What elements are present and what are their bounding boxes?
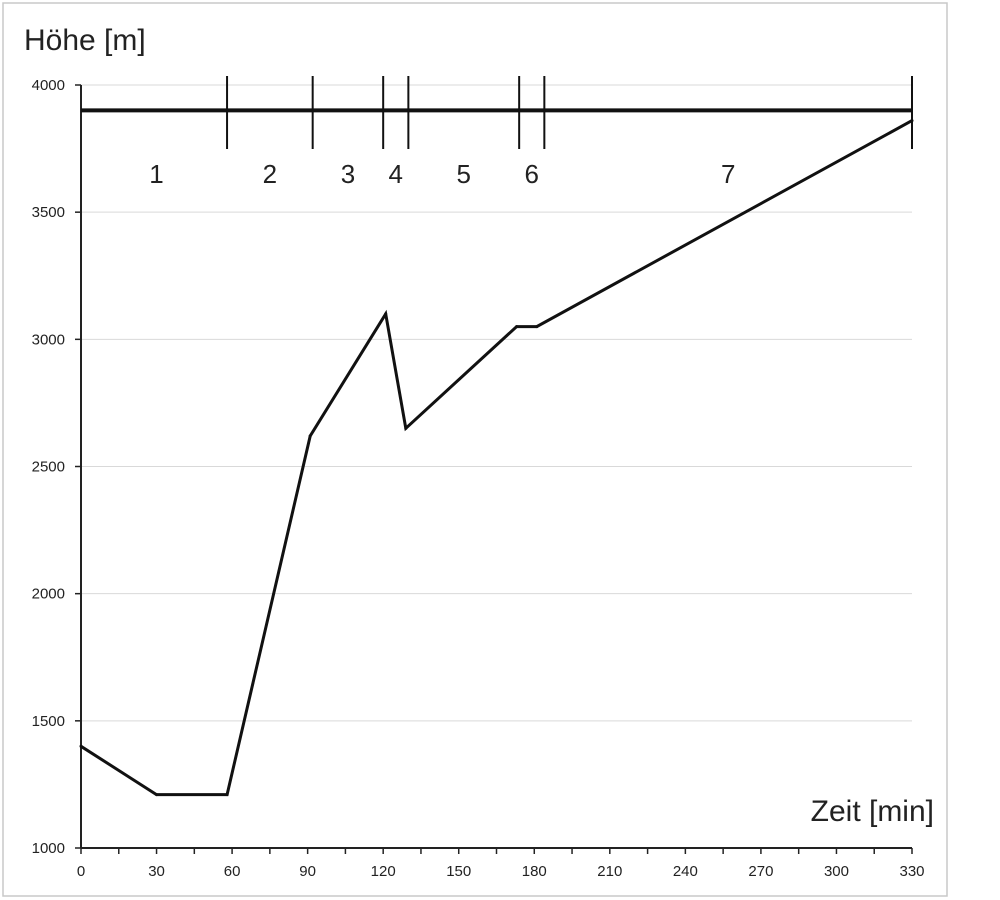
x-tick-label: 150 — [446, 863, 471, 880]
data-point — [384, 312, 388, 316]
x-tick-label: 180 — [522, 863, 547, 880]
y-tick-labels: 1000 1500 2000 2500 3000 3500 4000 — [32, 77, 65, 857]
x-tick-label: 30 — [148, 863, 165, 880]
segment-label-6: 6 — [525, 159, 539, 189]
data-point — [308, 434, 312, 438]
x-tick-label: 300 — [824, 863, 849, 880]
segment-label-5: 5 — [457, 159, 471, 189]
y-tick-label: 2000 — [32, 586, 65, 603]
reference-line-group — [81, 76, 913, 149]
x-axis-title: Zeit [min] — [811, 795, 934, 828]
x-tick-label: 210 — [597, 863, 622, 880]
chart-border — [2, 2, 948, 897]
data-point — [155, 793, 159, 797]
x-tick-label: 90 — [299, 863, 316, 880]
x-tick-label: 240 — [673, 863, 698, 880]
data-point — [910, 119, 914, 123]
data-point — [535, 325, 539, 329]
x-tick-labels: 0 30 60 90 120 150 180 210 240 270 300 330 — [77, 863, 925, 880]
y-tick-label: 4000 — [32, 77, 65, 94]
data-point — [404, 426, 408, 430]
x-tick-label: 60 — [224, 863, 241, 880]
y-tick-label: 1500 — [32, 713, 65, 730]
series-group — [79, 119, 914, 797]
segment-label-1: 1 — [149, 159, 163, 189]
y-axis-title: Höhe [m] — [24, 24, 146, 57]
segment-label-2: 2 — [263, 159, 277, 189]
grid-lines — [81, 84, 912, 722]
y-tick-label: 1000 — [32, 840, 65, 857]
segment-labels: 1 2 3 4 5 6 7 — [149, 159, 735, 189]
y-tick-label: 3500 — [32, 204, 65, 221]
data-point — [225, 793, 229, 797]
x-tick-label: 0 — [77, 863, 85, 880]
axes — [75, 84, 913, 854]
segment-label-3: 3 — [341, 159, 355, 189]
data-point — [79, 744, 83, 748]
data-point — [515, 325, 519, 329]
x-tick-label: 330 — [899, 863, 924, 880]
y-tick-label: 3000 — [32, 331, 65, 348]
segment-label-4: 4 — [389, 159, 403, 189]
segment-label-7: 7 — [721, 159, 735, 189]
x-tick-label: 270 — [748, 863, 773, 880]
y-tick-label: 2500 — [32, 459, 65, 476]
series-line — [80, 119, 913, 797]
x-tick-label: 120 — [371, 863, 396, 880]
